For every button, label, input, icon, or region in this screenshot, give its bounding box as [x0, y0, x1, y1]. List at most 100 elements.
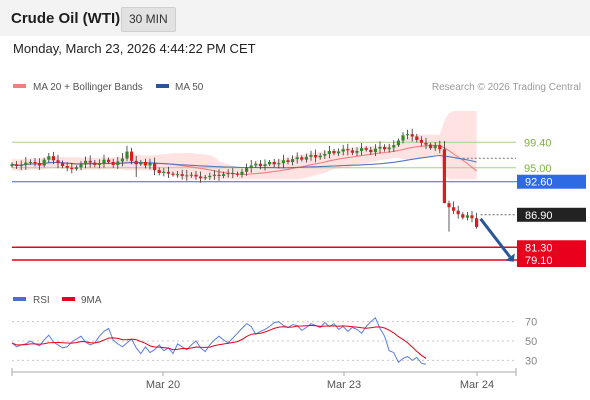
ma50-line [11, 154, 477, 169]
candle-body [180, 174, 184, 176]
candle-body [70, 167, 74, 169]
candle-body [199, 176, 203, 179]
candle-body [470, 215, 474, 219]
candle-body [176, 174, 180, 176]
candle-body [93, 162, 97, 165]
candle-body [419, 139, 423, 143]
candle-body [217, 174, 221, 176]
credit-text: Research © 2026 Trading Central [432, 82, 581, 93]
rsi-legend-swatch [13, 297, 26, 301]
candle-body [15, 164, 19, 167]
instrument-title: Crude Oil (WTI) [11, 10, 121, 27]
candle-body [203, 177, 207, 179]
rsi-level-label: 70 [525, 317, 537, 329]
candle-body [143, 162, 147, 166]
rsi-line [11, 316, 427, 365]
candle-body [74, 167, 78, 169]
candle-body [166, 171, 170, 174]
interval-button[interactable]: 30 MIN [121, 7, 176, 32]
candle-body [171, 173, 175, 175]
last-price-tag [517, 207, 586, 222]
candle-body [396, 140, 400, 146]
rsi-level-label: 50 [525, 336, 537, 348]
candle-body [97, 163, 101, 165]
candle-body [433, 145, 437, 149]
candle-body [139, 162, 143, 165]
candle-body [465, 215, 469, 218]
candle-body [415, 136, 419, 140]
candle-body [42, 159, 46, 166]
candle-body [272, 162, 276, 165]
projection-arrowhead [505, 253, 515, 262]
candle-body [116, 161, 120, 165]
last-price-label: 86.90 [525, 210, 553, 222]
candle-body [33, 162, 37, 164]
candle-body [148, 163, 152, 166]
candle-body [337, 151, 341, 154]
candle-body [410, 134, 414, 137]
x-axis-label: Mar 23 [327, 379, 361, 391]
candle-body [350, 150, 354, 153]
candle-body [314, 155, 318, 158]
candle-body [102, 159, 106, 164]
candle-body [61, 163, 65, 167]
candle-body [355, 150, 359, 153]
candle-body [19, 164, 23, 167]
candle-body [185, 175, 189, 177]
rsi-ma-legend-label: 9MA [81, 295, 102, 306]
candle-body [442, 149, 446, 204]
candle-body [429, 144, 433, 149]
candle-body [461, 214, 465, 218]
candle-body [364, 148, 368, 150]
candle-body [456, 210, 460, 215]
candle-body [378, 146, 382, 149]
candle-body [212, 174, 216, 176]
candle-body [383, 146, 387, 150]
candle-body [189, 174, 193, 176]
candle-body [111, 162, 115, 165]
candle-body [88, 160, 92, 163]
candle-body [291, 159, 295, 162]
rsi-ma-legend-swatch [62, 297, 75, 301]
candle-body [38, 163, 42, 166]
candle-body [369, 149, 373, 153]
resistance-label: 95.00 [524, 163, 552, 175]
candle-body [47, 156, 51, 160]
candle-body [222, 174, 226, 176]
x-axis-label: Mar 20 [146, 379, 180, 391]
resistance-label: 99.40 [524, 137, 552, 149]
candle-body [323, 153, 327, 156]
candle-body [84, 160, 88, 165]
candle-body [263, 164, 267, 167]
support-tag [517, 240, 586, 268]
candle-body [309, 155, 313, 157]
candle-body [157, 170, 161, 174]
candle-body [28, 162, 32, 163]
candle-body [24, 162, 28, 165]
candle-body [424, 142, 428, 145]
candle-body [153, 163, 157, 171]
candle-body [392, 145, 396, 148]
candle-body [304, 156, 308, 160]
candle-body [226, 173, 230, 175]
pivot-label: 92.60 [525, 177, 553, 189]
candle-body [438, 145, 442, 150]
candle-body [162, 171, 166, 174]
candle-body [406, 134, 410, 136]
candle-body [268, 162, 272, 165]
candle-body [277, 163, 281, 165]
rsi-ma-line [11, 324, 427, 359]
legend-swatch-ma50 [156, 84, 169, 88]
candle-body [447, 203, 451, 208]
candle-body [130, 151, 134, 161]
candle-body [286, 160, 290, 162]
candle-body [235, 173, 239, 175]
candle-body [360, 148, 364, 151]
candle-body [240, 171, 244, 175]
candle-body [300, 157, 304, 160]
candle-body [346, 149, 350, 151]
candle-body [341, 149, 345, 152]
candle-body [254, 163, 258, 166]
candle-body [245, 167, 249, 172]
